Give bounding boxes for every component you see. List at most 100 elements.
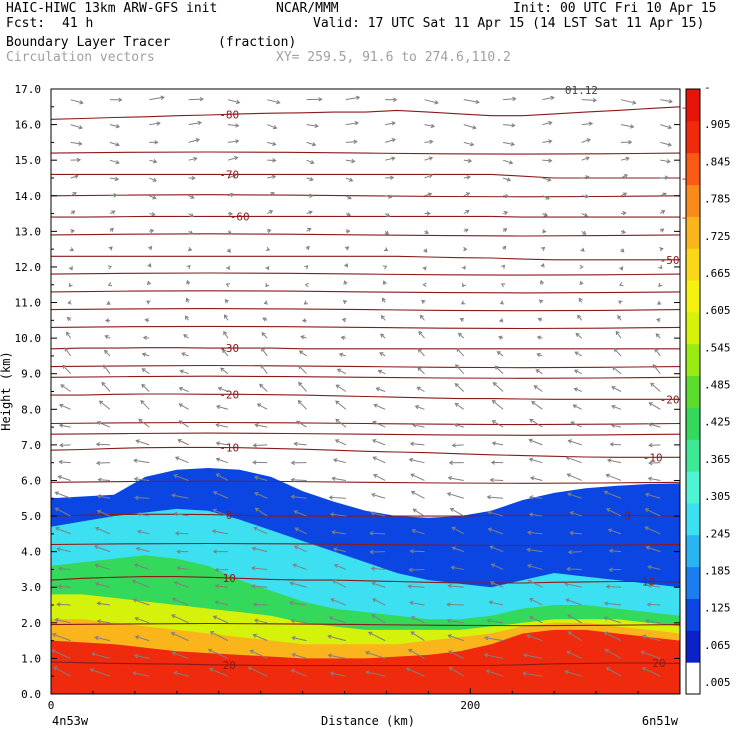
wind-vector xyxy=(542,195,550,200)
wind-vector-head xyxy=(384,230,389,235)
wind-vector xyxy=(492,442,504,446)
wind-vector xyxy=(574,369,582,375)
wind-vector xyxy=(611,405,622,410)
wind-vector-head xyxy=(472,125,477,130)
isotherm--10 xyxy=(51,446,680,458)
wind-vector-head xyxy=(382,265,388,270)
wind-vector xyxy=(376,387,386,392)
wind-vector-head xyxy=(72,192,77,197)
wind-vector-head xyxy=(580,247,585,252)
wind-vector xyxy=(645,526,661,535)
wind-vector-head xyxy=(527,563,532,569)
wind-vector-head xyxy=(668,99,673,104)
wind-vector-head xyxy=(96,619,102,624)
colorbar-label: .305 xyxy=(704,490,731,503)
wind-vector-head xyxy=(260,364,265,369)
wind-vector xyxy=(261,332,268,339)
wind-vector-head xyxy=(96,601,101,606)
wind-vector xyxy=(410,550,425,553)
wind-vector xyxy=(251,585,268,588)
wind-vector-head xyxy=(464,228,469,233)
wind-vector-head xyxy=(567,549,573,555)
wind-vector xyxy=(373,474,386,481)
wind-vector xyxy=(173,671,189,677)
wind-vector-head xyxy=(567,492,572,497)
wind-vector-head xyxy=(370,566,376,571)
wind-vector-head xyxy=(655,333,660,338)
wind-vector xyxy=(573,404,582,410)
wind-vector xyxy=(660,99,673,103)
wind-vector-head xyxy=(660,228,665,233)
wind-vector-head xyxy=(569,511,574,516)
wind-vector-head xyxy=(647,583,652,588)
wind-vector xyxy=(306,177,314,181)
isotherm-unlabeled-3 xyxy=(51,272,680,276)
wind-vector-head xyxy=(193,156,198,162)
contour-label-20: 20 xyxy=(223,659,236,672)
wind-vector xyxy=(529,513,543,517)
wind-vector-head xyxy=(58,459,63,465)
wind-vector xyxy=(55,491,71,499)
wind-vector xyxy=(424,174,433,179)
wind-vector-head xyxy=(208,667,214,672)
wind-vector-head xyxy=(56,602,61,607)
wind-vector xyxy=(615,331,622,339)
wind-vector-head xyxy=(70,229,75,234)
wind-vector-head xyxy=(197,120,202,126)
wind-vector-head xyxy=(540,246,546,251)
wind-vector-head xyxy=(156,121,161,126)
wind-vector xyxy=(188,122,202,126)
wind-vector-head xyxy=(314,123,319,129)
colorbar-label: .665 xyxy=(704,267,731,280)
wind-vector xyxy=(640,651,661,659)
wind-vector xyxy=(542,159,552,162)
wind-vector-head xyxy=(140,400,145,405)
wind-vector-head xyxy=(343,280,348,285)
wind-vector xyxy=(298,365,307,375)
wind-vector-head xyxy=(380,333,385,338)
wind-vector-head xyxy=(391,121,396,126)
wind-vector-head xyxy=(422,282,427,288)
isotherm-unlabeled-7 xyxy=(51,364,680,369)
wind-vector-head xyxy=(259,383,264,388)
wind-vector-head xyxy=(409,549,414,554)
wind-vector xyxy=(335,418,347,428)
wind-vector-head xyxy=(408,457,414,463)
wind-vector-head xyxy=(604,601,609,606)
wind-vector xyxy=(175,456,189,464)
wind-vector-head xyxy=(586,138,591,143)
wind-vector xyxy=(487,619,504,624)
wind-vector xyxy=(528,580,543,588)
wind-vector-head xyxy=(54,526,60,532)
wind-vector xyxy=(542,121,552,126)
wind-vector xyxy=(330,598,347,606)
wind-vector xyxy=(90,668,111,677)
wind-vector-head xyxy=(149,228,155,234)
wind-vector-head xyxy=(152,159,158,164)
wind-vector-head xyxy=(54,617,59,623)
wind-vector xyxy=(542,177,551,181)
wind-vector xyxy=(60,384,71,392)
wind-vector-head xyxy=(272,141,277,147)
y-tick-label: 7.0 xyxy=(21,439,41,452)
wind-vector xyxy=(253,634,268,642)
wind-vector xyxy=(450,508,465,517)
organization-label: NCAR/MMM xyxy=(276,1,339,16)
wind-vector xyxy=(410,443,425,446)
wind-vector-head xyxy=(535,369,540,374)
wind-vector xyxy=(613,348,622,357)
wind-vector xyxy=(542,96,554,101)
wind-vector-head xyxy=(173,511,178,517)
wind-vector-head xyxy=(106,300,111,305)
wind-vector-head xyxy=(298,365,303,370)
wind-vector xyxy=(208,649,229,659)
wind-vector xyxy=(424,157,433,161)
wind-vector-head xyxy=(467,158,473,163)
wind-vector xyxy=(380,333,386,339)
colorbar-segment xyxy=(686,280,700,313)
wind-vector-head xyxy=(409,600,414,606)
wind-vector-head xyxy=(640,650,645,655)
wind-vector xyxy=(134,478,150,481)
y-axis-label: Height (km) xyxy=(0,351,13,430)
wind-vector-head xyxy=(304,282,309,288)
